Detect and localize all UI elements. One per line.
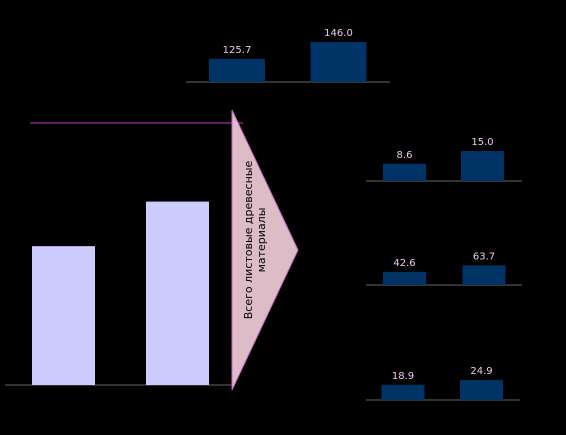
bar (32, 246, 95, 385)
value-label: 18.9 (392, 371, 414, 382)
bar (462, 265, 506, 285)
bar (146, 201, 209, 385)
arrow-label-line: Всего листовые древесные (242, 161, 255, 320)
bar (209, 58, 265, 82)
bar (460, 380, 503, 400)
value-label: 8.6 (397, 150, 413, 161)
arrow-label: Всего листовые древесные материалы (242, 161, 268, 320)
bar (383, 271, 426, 285)
value-label: 146.0 (324, 28, 353, 39)
arrow-label-line: материалы (255, 208, 268, 273)
bar (383, 163, 426, 181)
bar (461, 151, 504, 181)
bar (310, 42, 367, 82)
arrow (231, 109, 299, 391)
value-label: 42.6 (393, 258, 415, 269)
value-label: 125.7 (223, 45, 252, 56)
bar (381, 384, 425, 400)
value-label: 63.7 (473, 251, 495, 262)
value-label: 24.9 (470, 366, 492, 377)
value-label: 15.0 (471, 137, 493, 148)
